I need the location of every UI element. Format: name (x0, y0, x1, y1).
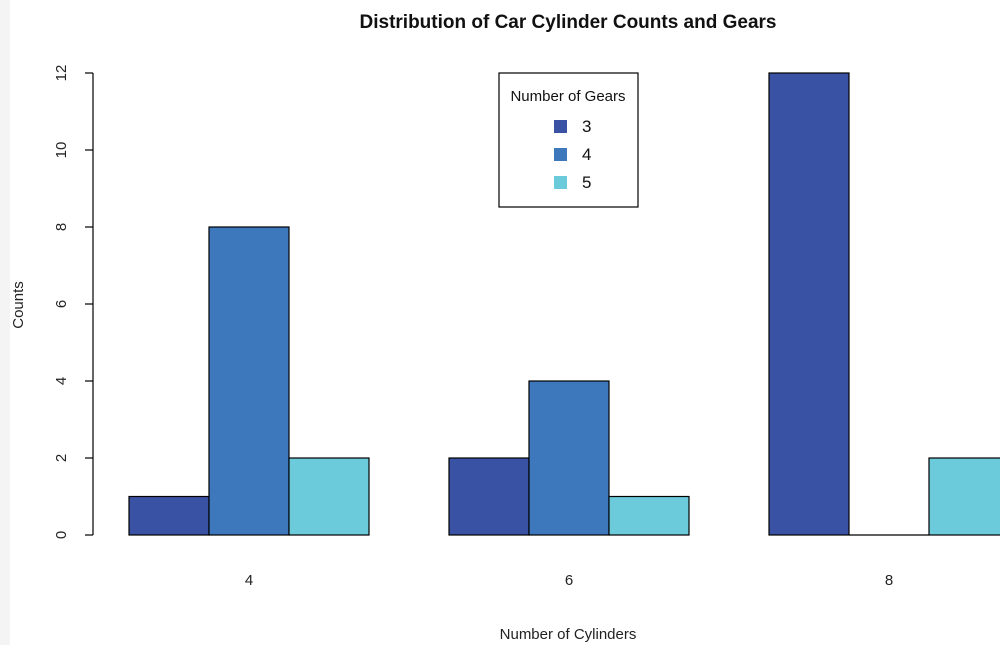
legend: Number of Gears 3 4 5 (498, 72, 639, 208)
x-axis: 4 6 8 (245, 572, 893, 589)
legend-swatch-5 (554, 176, 567, 189)
bar-cyl4-gear5 (288, 457, 370, 536)
y-tick-label: 6 (53, 300, 70, 308)
bar-cyl4-gear3 (128, 495, 210, 536)
legend-title: Number of Gears (510, 88, 625, 105)
bar-cyl6-gear3 (448, 457, 530, 536)
y-tick-label: 8 (53, 223, 70, 231)
y-axis-label: Counts (10, 281, 27, 329)
legend-swatch-4 (554, 148, 567, 161)
bars (128, 72, 1000, 536)
left-edge-strip (0, 0, 10, 645)
chart-title: Distribution of Car Cylinder Counts and … (360, 12, 777, 33)
legend-label-3: 3 (582, 117, 591, 136)
x-tick-label: 8 (885, 572, 893, 589)
legend-label-5: 5 (582, 173, 591, 192)
legend-items: 3 4 5 (554, 117, 591, 192)
legend-label-4: 4 (582, 145, 591, 164)
x-tick-label: 6 (565, 572, 573, 589)
y-tick-label: 0 (53, 531, 70, 539)
y-tick-label: 12 (53, 65, 70, 82)
y-tick-label: 2 (53, 454, 70, 462)
x-axis-label: Number of Cylinders (500, 626, 637, 643)
y-tick-label: 4 (53, 377, 70, 385)
bar-cyl6-gear4 (528, 380, 610, 536)
y-axis: 0 2 4 6 8 10 12 (53, 65, 94, 539)
y-tick-label: 10 (53, 142, 70, 159)
bar-cyl6-gear5 (608, 495, 690, 536)
legend-swatch-3 (554, 120, 567, 133)
bar-cyl4-gear4 (208, 226, 290, 536)
x-tick-label: 4 (245, 572, 253, 589)
bar-cyl8-gear3 (768, 72, 850, 536)
bar-cyl8-gear5 (928, 457, 1000, 536)
legend-box (498, 72, 639, 208)
